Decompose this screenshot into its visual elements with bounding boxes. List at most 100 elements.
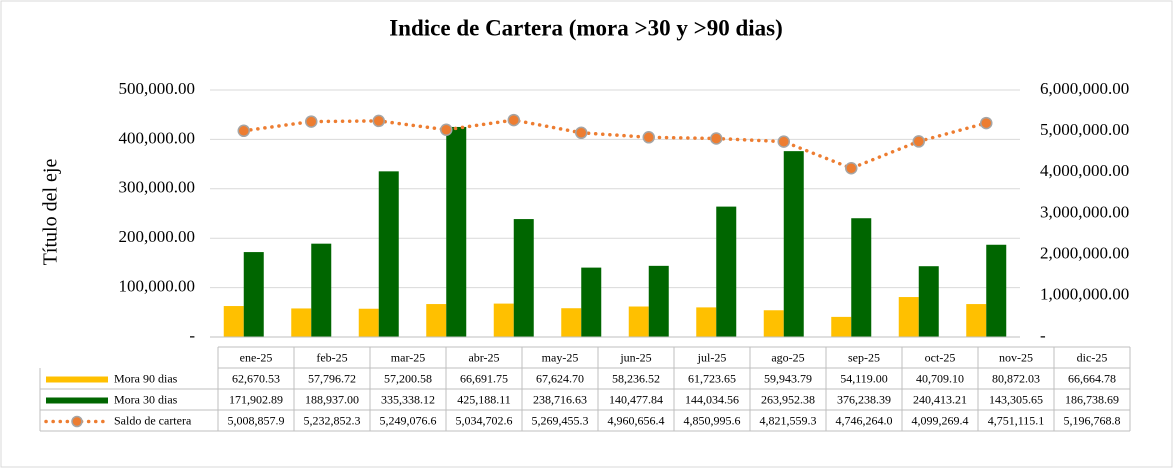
y-tick-label: 500,000.00 [119,79,196,98]
line-marker [710,132,723,145]
data-label: 66,691.75 [460,371,508,385]
y2-tick-label: 6,000,000.00 [1040,79,1129,98]
line-marker [305,115,318,128]
data-label: 5,249,076.6 [380,413,437,427]
data-label: 5,196,768.8 [1064,413,1121,427]
legend-label: Saldo de cartera [114,413,192,427]
data-label: 186,738.69 [1065,392,1119,406]
y-tick-label: 400,000.00 [119,128,196,147]
line-marker [845,161,858,175]
data-label: 59,943.79 [764,371,812,385]
legend-label: Mora 30 dias [114,392,178,406]
chart-title: Indice de Cartera (mora >30 y >90 dias) [389,15,783,40]
legend-label: Mora 90 dias [114,371,178,385]
data-label: 4,960,656.4 [608,413,665,427]
bar [783,151,804,337]
data-label: 335,338.12 [381,392,435,406]
bar [986,244,1007,337]
y2-tick-label: 2,000,000.00 [1040,244,1129,263]
x-tick-label: dic-25 [1077,350,1108,364]
line-marker [912,135,925,148]
y2-tick-label: 4,000,000.00 [1040,161,1129,180]
line-marker [507,113,520,127]
y-tick-label: 300,000.00 [119,178,196,197]
data-label: 171,902.89 [229,392,283,406]
x-tick-label: ene-25 [240,350,273,364]
data-label: 240,413.21 [913,392,967,406]
data-label: 5,269,455.3 [532,413,589,427]
legend-key [71,415,83,428]
data-label: 67,624.70 [536,371,584,385]
x-tick-label: mar-25 [391,350,425,364]
bar [358,308,379,337]
bar [223,306,244,337]
bar [696,307,717,337]
line-marker [237,124,250,138]
data-label: 4,751,115.1 [988,413,1045,427]
data-label: 188,937.00 [305,392,359,406]
x-tick-label: jun-25 [619,350,651,364]
legend-key [46,397,108,404]
data-label: 425,188.11 [457,392,511,406]
bar [851,218,872,337]
bar [918,266,939,337]
y-tick-label: - [189,326,195,345]
bar [311,243,332,337]
data-label: 57,200.58 [384,371,432,385]
bar [378,171,399,337]
data-label: 376,238.39 [837,392,891,406]
line-marker [642,131,655,144]
y2-tick-label: 5,000,000.00 [1040,120,1129,139]
data-label: 5,034,702.6 [456,413,513,427]
data-label: 5,008,857.9 [228,413,285,427]
data-label: 4,850,995.6 [684,413,741,427]
x-tick-label: abr-25 [468,350,499,364]
bar [513,219,534,337]
x-tick-label: jul-25 [697,350,727,364]
bar [561,308,582,337]
bar [446,126,467,337]
x-tick-label: oct-25 [925,350,956,364]
data-label: 5,232,852.3 [304,413,361,427]
bar [581,267,602,337]
bar [648,265,669,337]
line-marker [777,135,790,148]
line-marker [575,126,588,140]
bar [628,306,649,337]
y-tick-label: 200,000.00 [119,227,196,246]
data-label: 40,709.10 [916,371,964,385]
data-label: 238,716.63 [533,392,587,406]
data-label: 80,872.03 [992,371,1040,385]
bar [966,304,987,337]
data-label: 54,119.00 [840,371,888,385]
bar [898,297,919,337]
data-label: 4,821,559.3 [760,413,817,427]
bar [243,252,264,337]
bar [493,303,514,337]
bar [291,308,312,337]
data-label: 61,723.65 [688,371,736,385]
bar [831,316,852,337]
bar [716,206,737,337]
data-label: 57,796.72 [308,371,356,385]
data-label: 62,670.53 [232,371,280,385]
bar [763,310,784,337]
x-tick-label: sep-25 [848,350,880,364]
data-label: 140,477.84 [609,392,663,406]
line-marker [980,116,993,130]
x-tick-label: nov-25 [999,350,1033,364]
x-tick-label: ago-25 [771,350,804,364]
bar [426,304,447,337]
y-axis-title: Título del eje [40,159,62,266]
data-label: 144,034.56 [685,392,739,406]
x-tick-label: feb-25 [316,350,347,364]
data-label: 66,664.78 [1068,371,1116,385]
data-label: 143,305.65 [989,392,1043,406]
line-marker [440,123,453,136]
legend-key [46,376,108,383]
line-marker [372,114,385,128]
data-label: 263,952.38 [761,392,815,406]
y2-tick-label: 1,000,000.00 [1040,285,1129,304]
